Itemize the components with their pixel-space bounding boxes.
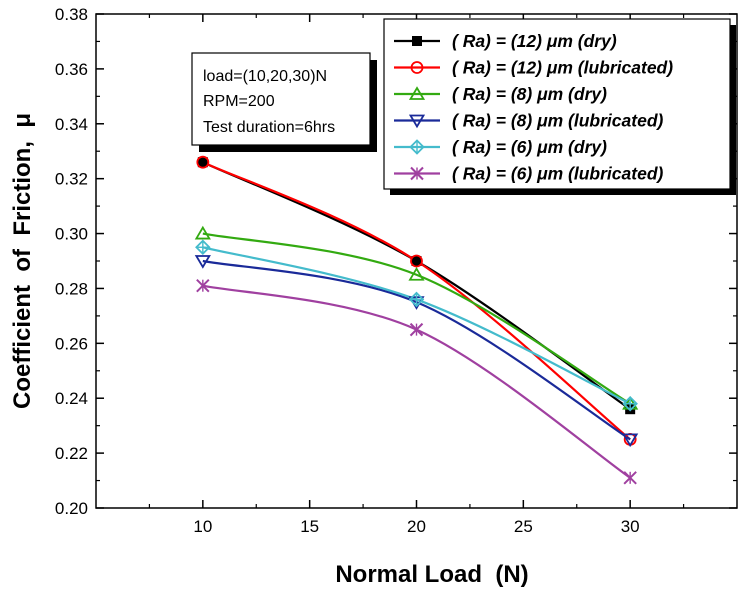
series-markers	[194, 155, 639, 485]
y-tick-label: 0.32	[55, 170, 88, 189]
legend-marker-ra-12-m-dry	[412, 36, 422, 46]
y-axis-title: Coefficient of Friction, μ	[9, 113, 36, 409]
legend-item-ra-6-m-dry: ( Ra) = (6) μm (dry)	[394, 137, 607, 157]
data-point-ra-6-m-dry-x10	[195, 239, 211, 256]
legend-item-ra-6-m-lubricated: ( Ra) = (6) μm (lubricated)	[394, 164, 664, 184]
data-point-ra-6-m-lubricated-x20	[409, 322, 424, 337]
data-point-ra-6-m-lubricated-x10	[196, 278, 210, 293]
y-tick-label: 0.20	[55, 499, 88, 518]
legend-marker-ra-12-m-lubricated	[410, 61, 424, 74]
tick-labels: 10 15 20 25 30 0.20 0.22 0.24 0.26 0.28 0.30 0.32 0.…	[55, 5, 640, 536]
annotation-line-load: load=(10,20,30)N	[203, 68, 327, 85]
x-tick-label: 20	[407, 517, 426, 536]
x-tick-label: 15	[300, 517, 319, 536]
data-point-ra-6-m-lubricated-x30	[623, 471, 637, 485]
series-lines	[202, 161, 631, 479]
data-point-ra-6-m-dry-x30	[622, 395, 638, 412]
y-tick-label: 0.28	[55, 279, 88, 298]
x-tick-label: 30	[621, 517, 640, 536]
legend-label: ( Ra) = (12) μm (lubricated)	[452, 58, 673, 78]
legend-label: ( Ra) = (12) μm (dry)	[452, 31, 617, 51]
legend-item-ra-12-m-lubricated: ( Ra) = (12) μm (lubricated)	[394, 58, 673, 78]
series-line-ra-8-m-lubricated	[202, 259, 631, 441]
legend-label: ( Ra) = (8) μm (dry)	[452, 84, 607, 104]
data-point-ra-8-m-dry-x10	[194, 225, 211, 240]
x-tick-label: 10	[193, 517, 212, 536]
y-tick-label: 0.24	[55, 389, 88, 408]
x-tick-label: 25	[514, 517, 533, 536]
y-tick-label: 0.26	[55, 334, 88, 353]
x-axis-title: Normal Load (N)	[335, 561, 528, 588]
annotation-line-duration: Test duration=6hrs	[203, 119, 335, 136]
data-point-ra-6-m-dry-x20	[408, 291, 425, 308]
legend-marker-ra-8-m-dry	[408, 86, 426, 100]
y-tick-label: 0.38	[55, 5, 88, 24]
y-tick-label: 0.22	[55, 444, 88, 463]
legend-item-ra-8-m-dry: ( Ra) = (8) μm (dry)	[394, 84, 607, 104]
legend-marker-ra-6-m-lubricated	[410, 166, 424, 181]
series-line-ra-8-m-dry	[202, 232, 631, 405]
legend-marker-ra-8-m-lubricated	[408, 114, 426, 129]
data-point-ra-8-m-lubricated-x10	[194, 255, 211, 269]
data-point-ra-8-m-dry-x20	[408, 266, 425, 281]
legend-label: ( Ra) = (6) μm (dry)	[452, 137, 607, 157]
plot-frame	[95, 13, 738, 509]
y-tick-label: 0.30	[55, 225, 88, 244]
series-line-ra-12-m-dry	[202, 161, 631, 411]
y-tick-label: 0.36	[55, 60, 88, 79]
annotation-box: load=(10,20,30)N RPM=200 Test duration=6…	[191, 52, 377, 152]
legend: ( Ra) = (12) μm (dry) ( Ra) = (12) μm (lu…	[383, 18, 736, 195]
annotation-line-rpm: RPM=200	[203, 93, 275, 110]
data-point-ra-12-m-dry-x20	[411, 256, 422, 266]
data-point-ra-12-m-lubricated-x10	[196, 155, 210, 169]
legend-label: ( Ra) = (6) μm (lubricated)	[452, 164, 664, 184]
data-point-ra-12-m-dry-x10	[197, 157, 208, 168]
legend-marker-ra-6-m-dry	[409, 139, 425, 155]
y-tick-label: 0.34	[55, 115, 88, 134]
legend-item-ra-12-m-dry: ( Ra) = (12) μm (dry)	[394, 31, 617, 51]
data-point-ra-8-m-lubricated-x30	[622, 433, 639, 448]
data-point-ra-12-m-lubricated-x20	[410, 254, 423, 268]
legend-item-ra-8-m-lubricated: ( Ra) = (8) μm (lubricated)	[394, 111, 664, 131]
legend-label: ( Ra) = (8) μm (lubricated)	[452, 111, 664, 131]
